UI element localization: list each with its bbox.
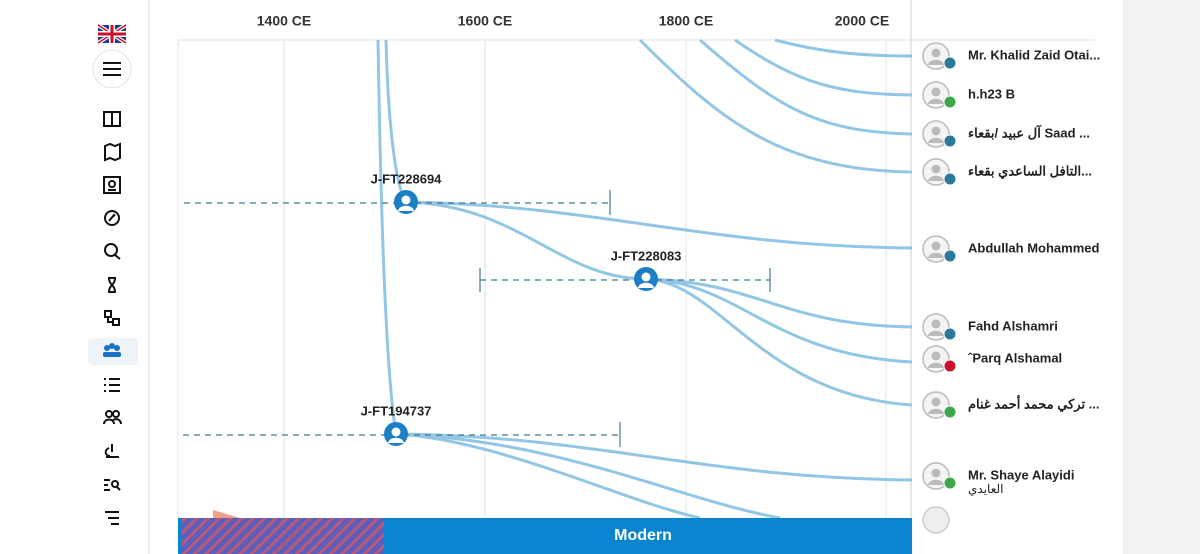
node-label: J-FT228083 bbox=[611, 248, 682, 263]
node-head bbox=[401, 195, 411, 205]
node-body bbox=[398, 205, 414, 211]
avatar-body bbox=[928, 252, 944, 258]
avatar-body bbox=[928, 175, 944, 181]
avatar-head bbox=[931, 468, 941, 478]
node-head bbox=[641, 272, 651, 282]
person-name: تركي محمد أحمد غنام ... bbox=[968, 395, 1100, 412]
time-tick: 2000 CE bbox=[835, 13, 889, 29]
marker bbox=[213, 510, 240, 518]
avatar-body bbox=[928, 137, 944, 143]
person-row[interactable]: ˆParq Alshamal bbox=[922, 345, 1062, 373]
badge bbox=[943, 172, 957, 186]
badge bbox=[943, 359, 957, 373]
avatar-head bbox=[931, 87, 941, 97]
node-head bbox=[391, 427, 401, 437]
person-name: Mr. Khalid Zaid Otai... bbox=[968, 47, 1100, 62]
person-name: Fahd Alshamri bbox=[968, 318, 1058, 333]
avatar-body bbox=[928, 408, 944, 414]
person-name: Mr. Shaye Alayidi bbox=[968, 467, 1074, 482]
sidebar bbox=[0, 0, 148, 554]
person-row[interactable]: h.h23 B bbox=[922, 81, 1015, 109]
avatar-head bbox=[931, 126, 941, 136]
node-label: J-FT194737 bbox=[361, 403, 432, 418]
nav-icons[interactable] bbox=[103, 111, 122, 525]
person-name: ˆParq Alshamal bbox=[968, 350, 1062, 365]
flag[interactable] bbox=[96, 23, 128, 45]
avatar-head bbox=[931, 397, 941, 407]
active-item bbox=[88, 338, 138, 365]
haplogroup-node[interactable]: J-FT194737 bbox=[361, 403, 432, 446]
person-row[interactable]: Abdullah Mohammed bbox=[922, 235, 1100, 263]
badge bbox=[943, 405, 957, 419]
badge bbox=[943, 56, 957, 70]
lineage-curves bbox=[376, 38, 913, 520]
person-row[interactable]: Fahd Alshamri bbox=[922, 313, 1058, 341]
avatar-body bbox=[928, 59, 944, 65]
badge bbox=[943, 249, 957, 263]
period-hatch bbox=[182, 518, 384, 554]
avatar-body bbox=[928, 362, 944, 368]
person-row[interactable]: آل عبيد /بقعاء Saad ... bbox=[922, 120, 1090, 148]
period-label: Modern bbox=[614, 527, 672, 544]
badge bbox=[943, 95, 957, 109]
person-name: التافل الساعدي بقعاء... bbox=[968, 163, 1092, 179]
badge bbox=[943, 134, 957, 148]
time-tick: 1600 CE bbox=[458, 13, 512, 29]
person-name: آل عبيد /بقعاء Saad ... bbox=[968, 124, 1090, 140]
avatar-body bbox=[928, 98, 944, 104]
margin bbox=[1123, 0, 1200, 554]
person-name: Abdullah Mohammed bbox=[968, 240, 1100, 255]
badge bbox=[943, 327, 957, 341]
node-body bbox=[388, 437, 404, 443]
avatar-head bbox=[931, 241, 941, 251]
avatar-head bbox=[931, 48, 941, 58]
avatar-head bbox=[931, 164, 941, 174]
avatar-body bbox=[928, 330, 944, 336]
avatar bbox=[922, 506, 950, 534]
badge bbox=[943, 476, 957, 490]
haplogroup-node[interactable]: J-FT228083 bbox=[611, 248, 682, 291]
person-name: h.h23 B bbox=[968, 86, 1015, 101]
node-label: J-FT228694 bbox=[371, 171, 443, 186]
person-row[interactable]: Mr. Khalid Zaid Otai... bbox=[922, 42, 1100, 70]
node-body bbox=[638, 282, 654, 288]
avatar-body bbox=[928, 479, 944, 485]
time-tick: 1800 CE bbox=[659, 13, 713, 29]
haplogroup-node[interactable]: J-FT228694 bbox=[371, 171, 443, 214]
time-tick: 1400 CE bbox=[257, 13, 311, 29]
person-subname: العايدي bbox=[968, 482, 1003, 496]
avatar-head bbox=[931, 319, 941, 329]
menu-button[interactable] bbox=[92, 49, 132, 89]
person-row[interactable]: التافل الساعدي بقعاء... bbox=[922, 158, 1092, 186]
person-row[interactable]: تركي محمد أحمد غنام ... bbox=[922, 391, 1100, 419]
avatar-head bbox=[931, 351, 941, 361]
